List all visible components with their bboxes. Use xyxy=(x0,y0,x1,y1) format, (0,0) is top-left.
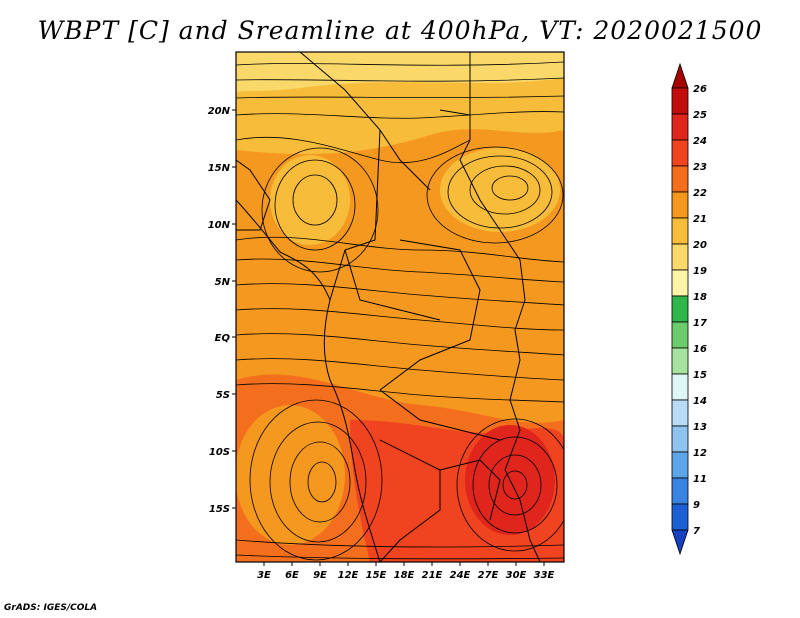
colorbar-segment xyxy=(671,347,689,375)
lat-label: 10N xyxy=(208,220,231,231)
lat-label: 5S xyxy=(216,390,230,401)
chart-title: WBPT [C] and Sreamline at 400hPa, VT: 20… xyxy=(37,16,763,45)
colorbar-label: 19 xyxy=(693,266,707,277)
lon-label: 6E xyxy=(285,570,299,581)
country-borders xyxy=(236,52,541,562)
streamlines xyxy=(236,61,564,561)
colorbar-segment xyxy=(671,243,689,271)
lat-label: 5N xyxy=(215,277,231,288)
colorbar-label: 20 xyxy=(693,240,707,251)
lon-label: 27E xyxy=(478,570,499,581)
colorbar-segment xyxy=(671,62,689,89)
wbpt-field xyxy=(236,52,564,562)
lat-label: 10S xyxy=(209,447,230,458)
colorbar-label: 18 xyxy=(693,292,707,303)
colorbar-label: 11 xyxy=(693,474,707,485)
colorbar-segment xyxy=(671,399,689,427)
colorbar-segment xyxy=(671,529,689,556)
lon-label: 21E xyxy=(422,570,443,581)
lon-label: 3E xyxy=(257,570,271,581)
lat-label: 15N xyxy=(208,163,231,174)
lon-axis: 3E 6E 9E 12E 15E 18E 21E 24E 27E 30E 33E xyxy=(257,562,555,581)
colorbar-segment xyxy=(671,191,689,219)
colorbar-label: 25 xyxy=(693,110,707,121)
colorbar-segment xyxy=(671,503,689,531)
colorbar-segment xyxy=(671,477,689,505)
lat-label: 15S xyxy=(209,504,230,515)
colorbar-label: 7 xyxy=(693,526,700,537)
colorbar-segment xyxy=(671,373,689,401)
colorbar-label: 17 xyxy=(693,318,707,329)
colorbar-label: 13 xyxy=(693,422,707,433)
colorbar-label: 22 xyxy=(693,188,707,199)
colorbar-segment xyxy=(671,87,689,115)
colorbar-label: 9 xyxy=(693,500,700,511)
footer-credit: GrADS: IGES/COLA xyxy=(4,603,98,613)
map-frame xyxy=(235,51,565,563)
lat-label: EQ xyxy=(215,333,231,344)
colorbar-label: 21 xyxy=(693,214,707,225)
colorbar-segment xyxy=(671,321,689,349)
colorbar-label: 23 xyxy=(693,162,707,173)
lat-axis: 20N 15N 10N 5N EQ 5S 10S 15S xyxy=(208,106,236,515)
lon-label: 15E xyxy=(366,570,387,581)
colorbar-segment xyxy=(671,217,689,245)
colorbar-segment xyxy=(671,113,689,141)
colorbar-segment xyxy=(671,165,689,193)
lat-label: 20N xyxy=(208,106,231,117)
lon-label: 9E xyxy=(313,570,327,581)
lon-label: 12E xyxy=(338,570,359,581)
lon-label: 24E xyxy=(450,570,471,581)
colorbar-segment xyxy=(671,139,689,167)
lon-label: 30E xyxy=(506,570,527,581)
colorbar: 26 25 24 23 22 21 20 19 18 17 16 15 14 13 12 11 9 7 xyxy=(671,62,707,556)
colorbar-label: 16 xyxy=(693,344,707,355)
colorbar-segment xyxy=(671,425,689,453)
colorbar-segment xyxy=(671,269,689,297)
colorbar-segment xyxy=(671,295,689,323)
colorbar-label: 24 xyxy=(693,136,707,147)
colorbar-label: 12 xyxy=(693,448,707,459)
colorbar-segment xyxy=(671,451,689,479)
colorbar-label: 15 xyxy=(693,370,707,381)
colorbar-label: 14 xyxy=(693,396,707,407)
lon-label: 18E xyxy=(394,570,415,581)
colorbar-label: 26 xyxy=(693,84,707,95)
lon-label: 33E xyxy=(534,570,555,581)
